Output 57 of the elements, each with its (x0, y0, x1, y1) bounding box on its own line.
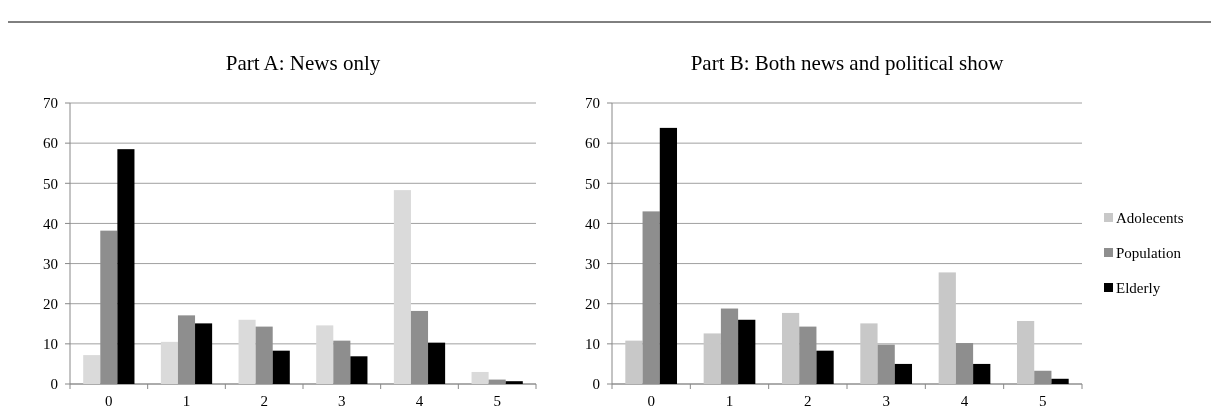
x-tick-label: 4 (960, 393, 969, 407)
bar (1016, 320, 1035, 384)
y-tick-label: 10 (43, 336, 58, 353)
x-tick-label: 5 (1039, 393, 1047, 407)
bar (316, 325, 334, 384)
bar (781, 312, 800, 384)
bar (973, 363, 991, 384)
x-tick-label: 0 (647, 393, 655, 407)
bar (659, 127, 678, 384)
y-tick-label: 50 (43, 175, 58, 192)
y-tick-label: 20 (43, 295, 58, 312)
bar (738, 319, 756, 384)
y-tick-label: 10 (585, 336, 600, 353)
y-tick-label: 30 (43, 255, 58, 272)
x-tick-label: 1 (182, 393, 191, 407)
bar (894, 363, 913, 384)
bar (428, 342, 446, 384)
chart-title: Part A: News only (225, 51, 381, 75)
x-tick-label: 2 (260, 393, 268, 407)
bar (860, 323, 878, 384)
x-tick-label: 0 (105, 393, 113, 407)
legend-label: Population (1116, 245, 1182, 262)
y-tick-label: 0 (592, 376, 600, 393)
x-tick-label: 1 (725, 393, 734, 407)
y-tick-label: 30 (585, 255, 600, 272)
bar (272, 350, 290, 384)
y-tick-label: 40 (585, 215, 600, 232)
x-tick-label: 2 (804, 393, 812, 407)
y-tick-label: 70 (585, 95, 600, 112)
x-tick-label: 3 (338, 393, 346, 407)
y-tick-label: 50 (585, 175, 600, 192)
bar (83, 355, 101, 384)
x-tick-label: 3 (882, 393, 890, 407)
bar (703, 333, 721, 384)
legend-label: Elderly (1116, 280, 1161, 297)
bar (938, 272, 956, 384)
bar (471, 371, 489, 384)
bar (1051, 378, 1069, 384)
y-tick-label: 70 (43, 95, 58, 112)
bar (625, 340, 643, 384)
bar (505, 381, 523, 384)
x-tick-label: 4 (415, 393, 424, 407)
bar (393, 190, 411, 384)
x-tick-label: 5 (493, 393, 501, 407)
bar (160, 341, 178, 384)
y-tick-label: 20 (585, 295, 600, 312)
y-tick-label: 40 (43, 215, 58, 232)
y-tick-label: 60 (43, 135, 58, 152)
bar (816, 350, 834, 384)
bar (350, 356, 368, 384)
y-tick-label: 60 (585, 135, 600, 152)
bar (238, 319, 256, 384)
bar (117, 149, 135, 384)
chart-title: Part B: Both news and political show (690, 51, 1005, 75)
y-tick-label: 0 (50, 376, 58, 393)
legend-label: Adolecents (1116, 210, 1184, 227)
bar (195, 323, 213, 384)
